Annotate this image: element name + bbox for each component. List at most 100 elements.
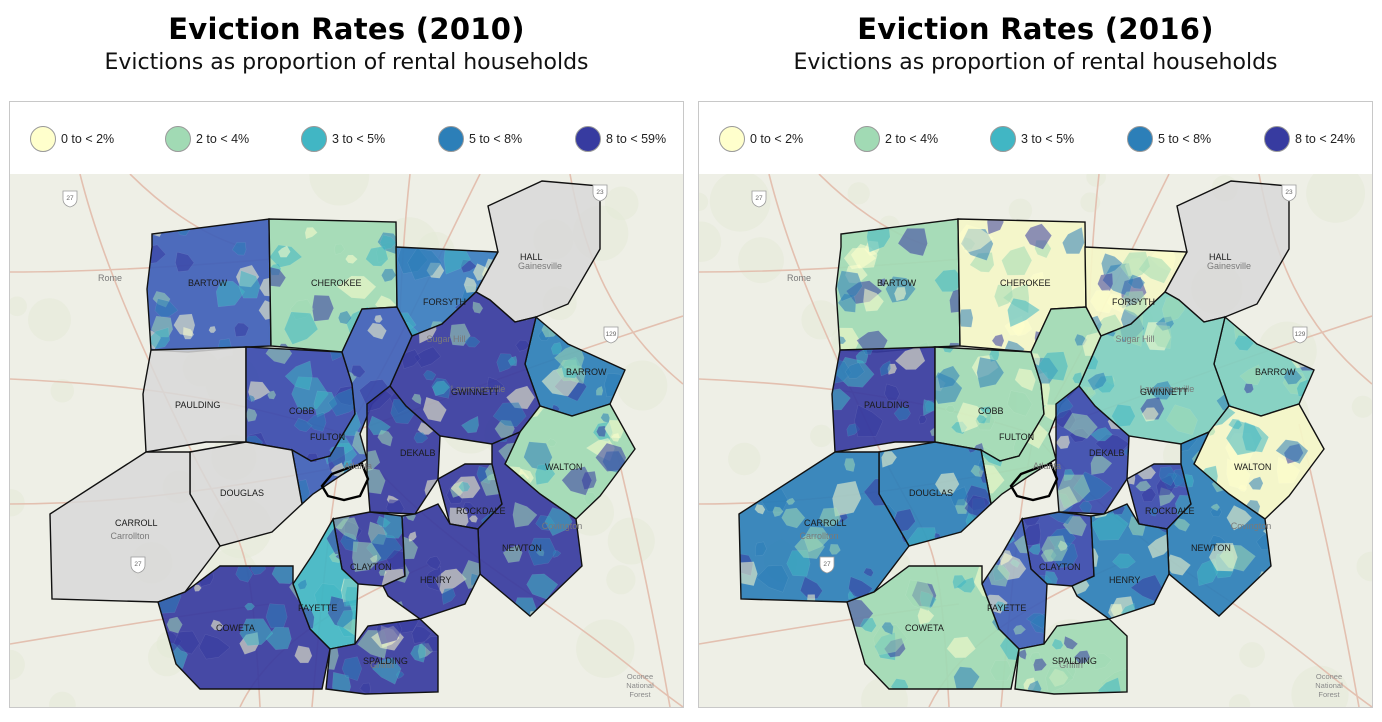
census-tract (381, 268, 397, 283)
census-tract (512, 502, 538, 528)
forest-label: Oconee (1316, 672, 1342, 681)
census-tract (425, 555, 442, 571)
county-border (1071, 503, 1170, 620)
county-label: COWETA (905, 623, 944, 633)
county-fill (367, 386, 440, 514)
county-fill (981, 307, 1101, 504)
atlanta-city-limits (1009, 462, 1059, 502)
county-forsyth[interactable] (1084, 239, 1194, 340)
terrain-patch (1356, 551, 1372, 582)
census-tract (341, 576, 358, 607)
county-spalding[interactable] (1014, 618, 1138, 704)
forest-label: National (626, 681, 654, 690)
county-fill (478, 432, 582, 616)
census-tract (154, 298, 179, 318)
census-tract (464, 336, 481, 348)
legend-swatch (30, 126, 56, 152)
census-tract (443, 247, 471, 275)
census-tract (1216, 392, 1229, 411)
county-label: PAULDING (175, 400, 220, 410)
county-rockdale[interactable] (1122, 463, 1196, 530)
county-spalding[interactable] (311, 610, 449, 698)
county-carroll[interactable] (729, 443, 920, 606)
map-frame: 0 to < 2% 2 to < 4% 3 to < 5% 5 to < 8% … (9, 101, 684, 708)
census-tract (1106, 293, 1129, 314)
census-tract (832, 388, 851, 411)
county-barrow[interactable] (524, 315, 629, 425)
county-paulding[interactable] (819, 346, 941, 453)
legend-item: 8 to < 24% (1264, 124, 1355, 154)
county-bartow[interactable] (835, 218, 970, 358)
census-tract (208, 325, 217, 334)
census-tract (1041, 535, 1068, 562)
place-label: Atlanta (1033, 461, 1061, 471)
census-tract (461, 415, 479, 434)
place-label: Griffin (370, 660, 394, 670)
census-tract (949, 486, 968, 506)
census-tract (1056, 435, 1071, 450)
legend-label: 0 to < 2% (61, 132, 115, 146)
census-tract (341, 656, 362, 681)
census-tract (956, 576, 976, 593)
census-tract (1087, 372, 1107, 391)
census-tract (441, 587, 456, 605)
legend-label: 8 to < 24% (1295, 132, 1356, 146)
census-tract (929, 427, 935, 437)
census-tract (1001, 245, 1033, 276)
choropleth-map[interactable]: 27 23 129 27 Rome Gainesville Atlanta Carrollto… (699, 174, 1372, 707)
census-tract (755, 541, 767, 557)
place-label: Rome (787, 273, 811, 283)
census-tract (596, 425, 607, 437)
census-tract (350, 365, 366, 378)
census-tract (166, 616, 183, 634)
census-tract (265, 603, 288, 629)
census-tract (936, 365, 961, 389)
county-dekalb[interactable] (1041, 385, 1133, 517)
census-tract (313, 390, 338, 418)
terrain-patch (728, 442, 761, 476)
county-fill (143, 347, 246, 452)
place-label: Sugar Hill (426, 334, 465, 344)
census-tract (1120, 251, 1151, 280)
highway-shield-label: 27 (134, 561, 142, 568)
census-tract (193, 584, 202, 592)
census-tract (1027, 271, 1045, 288)
census-tract (210, 619, 224, 631)
census-tract (345, 254, 358, 264)
highway-shield-icon: 27 (130, 556, 146, 574)
choropleth-map[interactable]: 27 23 129 27 Rome Gainesville Atlanta Carrollto… (10, 174, 683, 707)
census-tract (881, 450, 898, 468)
census-tract (878, 278, 886, 287)
legend-swatch (438, 126, 464, 152)
map-panel-2010: Eviction Rates (2010) Evictions as propo… (9, 0, 684, 722)
census-tract (994, 284, 1014, 308)
census-tract (258, 300, 271, 320)
county-cobb[interactable] (926, 341, 1045, 475)
census-tract (173, 313, 196, 337)
county-gwinnett[interactable] (389, 289, 547, 459)
forest-label: Oconee (627, 672, 653, 681)
county-bartow[interactable] (135, 214, 284, 356)
census-tract (836, 327, 860, 352)
county-fill (1167, 432, 1271, 616)
census-tract (976, 414, 988, 424)
county-fill (1194, 404, 1324, 519)
highway-shield-icon: 129 (1292, 326, 1308, 344)
census-tract (246, 408, 258, 422)
census-tract (424, 565, 442, 592)
census-tract (351, 541, 382, 573)
terrain-patch (1306, 174, 1365, 223)
census-tract (1167, 554, 1191, 576)
county-carroll[interactable] (49, 451, 221, 603)
terrain-patch (10, 296, 27, 317)
county-label: DOUGLAS (220, 488, 264, 498)
census-tract (526, 573, 559, 600)
county-border (49, 451, 221, 603)
census-tract (1097, 677, 1121, 694)
county-clayton[interactable] (1014, 502, 1095, 589)
map-frame: 0 to < 2% 2 to < 4% 3 to < 5% 5 to < 8% … (698, 101, 1373, 708)
county-clayton[interactable] (313, 497, 413, 597)
county-walton[interactable] (494, 394, 640, 520)
county-label: GWINNETT (1140, 387, 1188, 397)
census-tract (198, 633, 231, 660)
